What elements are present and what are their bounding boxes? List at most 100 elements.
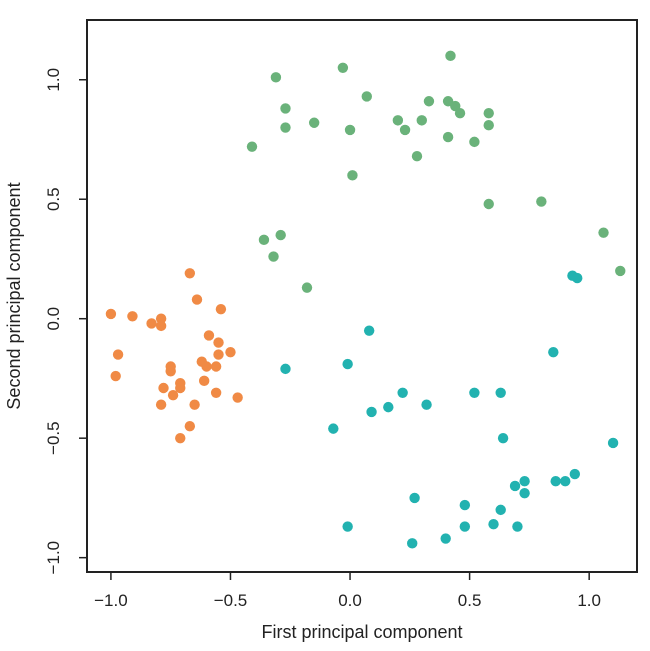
data-point-group-1 xyxy=(110,370,121,382)
data-point-group-2 xyxy=(280,103,291,114)
data-point-group-3 xyxy=(342,521,353,532)
data-point-group-2 xyxy=(258,234,270,246)
x-tick-label: −0.5 xyxy=(214,591,248,610)
data-point-group-1 xyxy=(184,268,196,279)
data-point-group-2 xyxy=(361,91,372,102)
data-point-group-3 xyxy=(488,519,499,530)
x-tick-label: 1.0 xyxy=(577,591,601,610)
data-point-group-2 xyxy=(483,119,494,131)
x-tick-label: 0.0 xyxy=(338,591,362,610)
data-point-group-1 xyxy=(201,361,212,372)
data-point-group-2 xyxy=(469,136,480,148)
data-point-group-3 xyxy=(607,437,619,449)
x-tick-label: −1.0 xyxy=(94,591,128,610)
data-point-group-1 xyxy=(213,337,224,348)
data-point-group-1 xyxy=(210,387,222,398)
data-point-group-2 xyxy=(483,107,494,119)
data-point-group-3 xyxy=(459,521,471,532)
data-point-group-1 xyxy=(175,382,186,394)
data-point-group-1 xyxy=(127,311,138,322)
data-point-group-2 xyxy=(411,151,423,162)
data-point-group-2 xyxy=(270,72,282,83)
data-point-group-1 xyxy=(165,366,176,377)
y-axis-label: Second principal component xyxy=(4,182,24,409)
data-point-group-3 xyxy=(407,538,418,549)
data-point-group-1 xyxy=(155,313,167,324)
data-point-group-2 xyxy=(392,115,404,126)
data-point-group-3 xyxy=(495,387,506,398)
data-point-group-3 xyxy=(569,468,581,480)
data-point-group-1 xyxy=(112,349,124,360)
data-point-group-3 xyxy=(572,272,583,284)
y-tick-label: 1.0 xyxy=(44,68,63,92)
data-point-group-3 xyxy=(560,475,571,487)
data-point-group-2 xyxy=(536,196,547,207)
data-point-group-3 xyxy=(548,346,559,358)
y-tick-label: 0.5 xyxy=(44,187,63,211)
data-point-group-3 xyxy=(421,399,432,410)
y-tick-label: 0.0 xyxy=(44,307,63,331)
data-point-group-3 xyxy=(469,387,480,398)
data-point-group-3 xyxy=(495,504,506,516)
data-point-group-2 xyxy=(483,198,494,210)
data-point-group-3 xyxy=(280,363,291,375)
data-point-group-2 xyxy=(280,122,291,133)
data-point-group-3 xyxy=(509,480,521,492)
y-axis: −1.0 −0.5 0.0 0.5 1.0 xyxy=(44,68,87,575)
data-point-group-1 xyxy=(158,382,169,394)
data-point-group-2 xyxy=(445,50,456,62)
data-point-group-1 xyxy=(146,318,157,329)
data-point-group-1 xyxy=(189,399,200,410)
data-point-group-2 xyxy=(268,251,279,262)
data-point-group-3 xyxy=(550,475,561,487)
data-point-group-2 xyxy=(301,282,313,293)
data-point-group-2 xyxy=(423,96,435,107)
y-tick-label: −0.5 xyxy=(44,421,63,455)
x-axis: −1.0 −0.5 0.0 0.5 1.0 xyxy=(94,572,601,610)
data-point-group-2 xyxy=(344,124,356,136)
data-point-group-3 xyxy=(328,423,339,434)
data-point-group-1 xyxy=(175,432,186,444)
data-point-group-1 xyxy=(184,421,196,432)
data-point-group-3 xyxy=(459,499,471,511)
data-point-group-1 xyxy=(213,349,224,360)
data-point-group-3 xyxy=(366,406,377,418)
data-point-group-3 xyxy=(409,492,420,504)
data-point-group-1 xyxy=(225,346,236,358)
data-point-group-3 xyxy=(383,401,394,413)
data-point-group-3 xyxy=(440,533,451,544)
data-point-group-1 xyxy=(191,294,203,305)
data-point-group-2 xyxy=(598,227,609,238)
data-point-group-1 xyxy=(167,389,179,401)
data-point-group-2 xyxy=(416,115,427,126)
data-point-group-1 xyxy=(232,392,243,403)
data-point-group-3 xyxy=(497,432,509,444)
data-points xyxy=(105,50,626,549)
plot-frame xyxy=(86,19,638,573)
data-point-group-2 xyxy=(442,131,454,143)
data-point-group-2 xyxy=(275,229,286,241)
data-point-group-1 xyxy=(210,361,222,372)
data-point-group-3 xyxy=(512,521,523,532)
data-point-group-1 xyxy=(203,330,215,341)
data-point-group-2 xyxy=(347,170,358,181)
data-point-group-1 xyxy=(155,320,167,332)
data-point-group-3 xyxy=(363,325,375,336)
data-point-group-2 xyxy=(454,107,466,119)
x-tick-label: 0.5 xyxy=(458,591,482,610)
data-point-group-1 xyxy=(198,375,210,387)
data-point-group-1 xyxy=(215,303,227,315)
data-point-group-2 xyxy=(615,265,626,277)
data-point-group-2 xyxy=(246,141,258,152)
data-point-group-2 xyxy=(337,62,349,73)
data-point-group-2 xyxy=(308,117,320,128)
data-point-group-3 xyxy=(519,487,530,499)
data-point-group-3 xyxy=(342,358,353,370)
data-point-group-3 xyxy=(519,475,530,487)
data-point-group-1 xyxy=(155,399,167,410)
data-point-group-1 xyxy=(105,308,117,320)
y-tick-label: −1.0 xyxy=(44,541,63,575)
data-point-group-2 xyxy=(399,124,411,136)
x-axis-label: First principal component xyxy=(261,622,462,642)
